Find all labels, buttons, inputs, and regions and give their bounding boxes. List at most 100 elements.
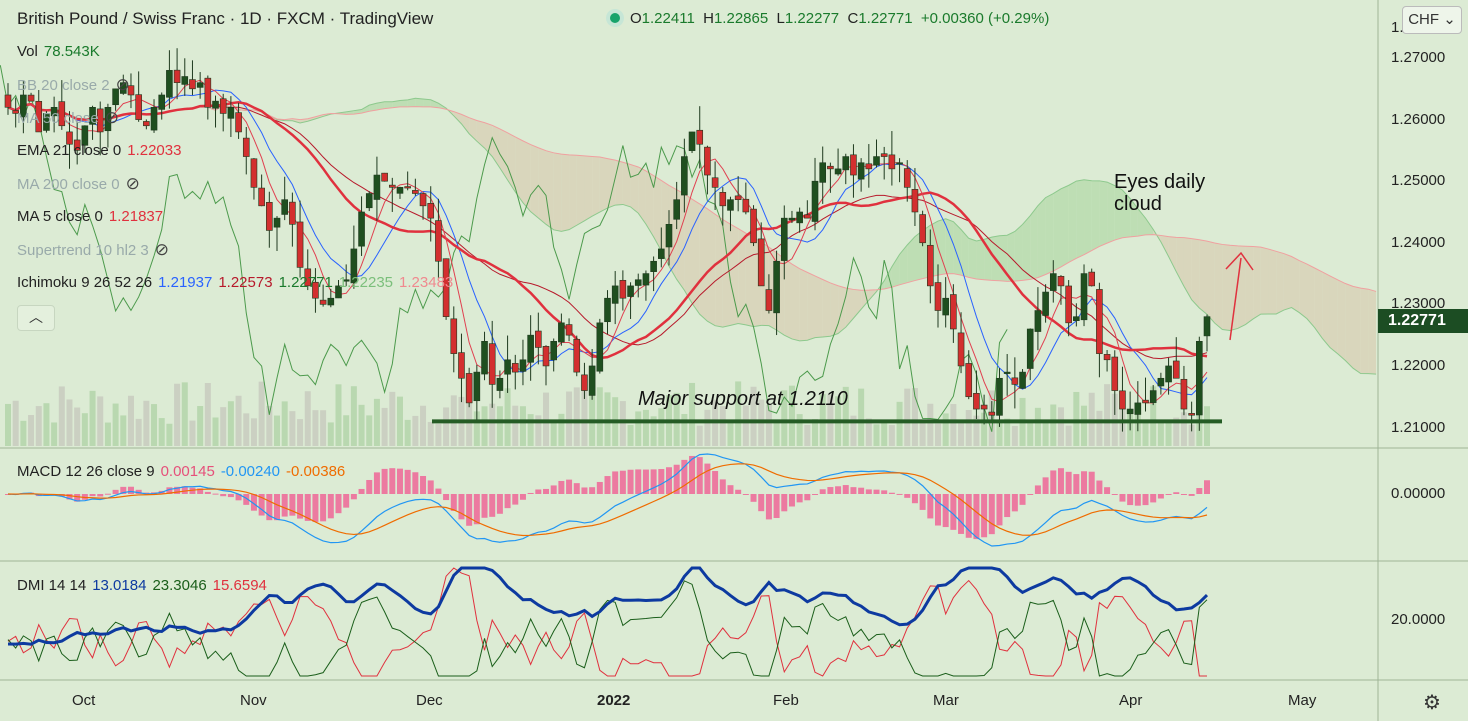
candle-body <box>1111 356 1119 391</box>
candle-body <box>312 281 319 299</box>
candle-body <box>235 112 242 133</box>
price-axis-top-label: 1. <box>1391 19 1404 36</box>
macd-histogram-bar <box>204 491 211 494</box>
ichimoku-cloud-segment <box>738 228 746 325</box>
candle-body <box>219 98 227 114</box>
eye-hidden-icon[interactable]: ⊘ <box>115 75 130 94</box>
volume-bar <box>1173 417 1180 446</box>
ichimoku-cloud-segment <box>1222 244 1231 331</box>
indicator-ma[interactable]: MA 50 close ⊘ <box>17 108 119 128</box>
macd-histogram-bar <box>627 469 634 494</box>
candle-body <box>919 214 926 244</box>
candle-body <box>711 177 719 188</box>
indicator-ema[interactable]: EMA 21 close 0 1.22033 <box>17 142 182 159</box>
symbol-title[interactable]: British Pound / Swiss Franc · 1D · FXCM … <box>17 9 434 28</box>
candle-body <box>1042 291 1049 316</box>
macd-histogram-bar <box>835 486 842 494</box>
macd-histogram-bar <box>112 489 119 494</box>
indicator-ma[interactable]: MA 200 close 0 ⊘ <box>17 174 140 194</box>
ichimoku-cloud-segment <box>561 154 570 232</box>
macd-histogram-bar <box>1065 471 1072 494</box>
volume-bar <box>104 422 111 446</box>
currency-label: CHF <box>1408 11 1440 28</box>
volume-bar <box>512 405 519 446</box>
candle-body <box>1165 365 1172 383</box>
macd-histogram-bar <box>504 494 511 509</box>
candle-body <box>135 94 142 120</box>
indicator-ma[interactable]: MA 5 close 0 1.21837 <box>17 208 164 225</box>
candle-body <box>950 294 957 330</box>
volume-bar <box>750 386 757 446</box>
candle-body <box>1049 273 1057 291</box>
macd-histogram-bar <box>865 489 872 494</box>
ichimoku-cloud-segment <box>615 160 623 206</box>
macd-histogram-bar <box>673 464 680 494</box>
ichimoku-cloud-segment <box>822 279 831 337</box>
candle-body <box>842 156 850 171</box>
volume-bar <box>174 383 181 446</box>
ichimoku-cloud-segment <box>1076 179 1085 259</box>
macd-legend[interactable]: MACD 12 26 close 9 0.00145 -0.00240 -0.0038… <box>17 463 346 480</box>
ichimoku-cloud-segment <box>1099 180 1108 247</box>
indicator-bb[interactable]: BB 20 close 2 ⊘ <box>17 75 130 95</box>
macd-histogram-bar <box>796 494 803 503</box>
candle-body <box>688 131 696 151</box>
volume-bar <box>589 384 596 446</box>
candle-body <box>704 146 711 176</box>
ichimoku-cloud-segment <box>699 203 708 322</box>
indicator-vol[interactable]: Vol 78.543K <box>17 43 100 60</box>
candle-body <box>834 168 842 175</box>
candle-body <box>996 377 1003 416</box>
price-tick: 1.25000 <box>1391 172 1446 190</box>
volume-bar <box>765 404 772 446</box>
eye-hidden-icon[interactable]: ⊘ <box>104 108 119 127</box>
candle-body <box>335 285 342 299</box>
indicator-ichimoku[interactable]: Ichimoku 9 26 52 26 1.21937 1.22573 1.22771… <box>17 274 454 291</box>
volume-bar <box>58 386 65 446</box>
macd-histogram-bar <box>665 467 672 494</box>
candle-body <box>734 195 742 200</box>
dmi-legend[interactable]: DMI 14 14 13.0184 23.3046 15.6594 <box>17 577 267 594</box>
candle-body <box>611 285 619 304</box>
macd-histogram-bar <box>220 494 227 497</box>
ichimoku-cloud-segment <box>1214 243 1223 330</box>
candle-body <box>988 411 996 416</box>
macd-line <box>7 453 1208 547</box>
eye-hidden-icon[interactable]: ⊘ <box>154 240 170 259</box>
change-value: +0.00360 (+0.29%) <box>920 10 1050 27</box>
candle-body <box>535 330 542 348</box>
candle-body <box>973 392 980 410</box>
macd-histogram-bar <box>1196 488 1203 494</box>
macd-histogram-bar <box>350 494 357 500</box>
collapse-legend-button[interactable]: ︿ <box>17 305 55 331</box>
candle-body <box>742 198 750 213</box>
volume-bar <box>1004 418 1011 446</box>
volume-bar <box>958 423 965 446</box>
ichimoku-cloud-segment <box>1053 188 1061 272</box>
eye-hidden-icon[interactable]: ⊘ <box>125 174 140 193</box>
ichimoku-cloud-segment <box>1329 275 1338 354</box>
ichimoku-cloud-segment <box>961 229 969 278</box>
volume-bar <box>550 420 557 446</box>
volume-bar <box>250 418 257 446</box>
volume-bar <box>97 396 104 446</box>
candle-body <box>696 129 704 145</box>
volume-bar <box>266 405 273 446</box>
macd-histogram-bar <box>773 494 780 519</box>
macd-histogram-bar <box>1150 494 1157 503</box>
candle-body <box>550 341 557 361</box>
gear-icon[interactable]: ⚙ <box>1423 692 1441 714</box>
indicator-supertrend[interactable]: Supertrend 10 hl2 3 ⊘ <box>17 240 170 260</box>
macd-histogram-bar <box>950 494 957 530</box>
ichimoku-cloud-segment <box>1345 283 1354 369</box>
macd-histogram-bar <box>127 486 134 494</box>
ichimoku-lagging-span <box>0 65 1008 432</box>
macd-histogram-bar <box>289 494 296 516</box>
ichimoku-cloud-segment <box>1107 182 1115 244</box>
currency-dropdown[interactable]: CHF ⌄ <box>1402 6 1462 34</box>
ichimoku-cloud-segment <box>968 238 977 280</box>
candle-body <box>942 297 949 316</box>
volume-bar <box>143 400 150 446</box>
ichimoku-cloud-segment <box>515 136 523 203</box>
